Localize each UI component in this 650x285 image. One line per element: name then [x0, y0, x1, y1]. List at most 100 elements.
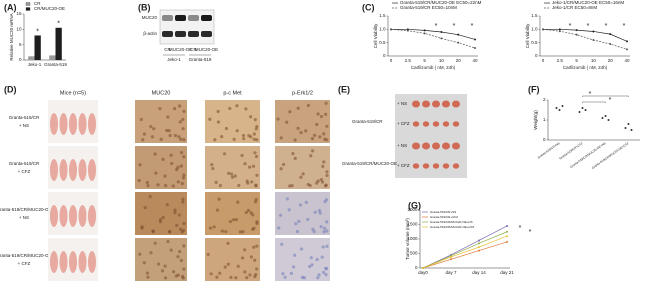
cell — [244, 210, 248, 215]
y-tick-label: 0 — [383, 53, 386, 58]
cell — [151, 229, 155, 234]
cell — [315, 181, 319, 185]
cell — [182, 109, 186, 113]
annotation: * — [529, 229, 532, 236]
mouse — [88, 251, 96, 273]
point — [609, 43, 612, 45]
cell — [176, 165, 180, 169]
cell — [177, 213, 181, 217]
tumor-row: + CFZ — [397, 163, 410, 168]
cell — [242, 137, 246, 141]
cell — [179, 164, 183, 168]
point — [592, 39, 595, 41]
cell — [177, 135, 181, 139]
cell — [319, 114, 324, 119]
point — [506, 235, 508, 238]
cell — [146, 184, 150, 188]
line — [543, 28, 628, 42]
tumor — [432, 121, 440, 127]
y-tick-label: 15 — [16, 11, 22, 16]
cell — [321, 270, 326, 274]
cell — [218, 271, 222, 275]
mouse — [69, 159, 77, 181]
cell — [322, 132, 326, 136]
tumor — [442, 100, 450, 108]
cell — [289, 271, 294, 275]
cell — [158, 107, 162, 111]
cell — [146, 275, 150, 279]
cell — [241, 229, 245, 234]
cell — [296, 126, 300, 130]
point — [450, 255, 452, 258]
cell — [285, 120, 289, 124]
mouse — [59, 205, 68, 227]
y-tick-label: 0 — [19, 57, 22, 62]
y-tick-label: 2 — [543, 97, 546, 102]
cell — [231, 218, 236, 222]
cell — [249, 115, 253, 119]
point — [626, 40, 628, 43]
cell — [222, 152, 227, 156]
y-tick-label: 2000 — [407, 207, 418, 212]
annotation: * — [587, 23, 590, 30]
x-tick-label: 0 — [390, 58, 393, 63]
cell — [287, 208, 291, 212]
cell — [254, 184, 258, 188]
mouse — [78, 113, 87, 135]
cell — [226, 241, 230, 245]
legend-label: Granta-519/CR+CFZ — [430, 215, 458, 219]
cell — [325, 229, 329, 233]
mouse — [59, 113, 68, 135]
cell — [322, 226, 327, 230]
bracket — [582, 95, 629, 97]
legend-label: Jeko-1/CR EC50=8nM — [552, 5, 597, 10]
cell — [310, 137, 315, 141]
cell — [290, 184, 294, 188]
cell — [145, 180, 149, 185]
point — [627, 123, 630, 125]
mouse — [50, 251, 58, 273]
y-tick-label: 500 — [410, 251, 418, 256]
cell — [237, 183, 241, 188]
cell — [248, 273, 252, 277]
point — [478, 246, 480, 249]
tumor — [412, 142, 420, 150]
x-tick-label: 5 — [575, 58, 578, 63]
bar — [34, 35, 41, 60]
cell — [160, 269, 165, 273]
mouse — [88, 113, 96, 135]
cell — [245, 276, 249, 280]
cell — [325, 220, 329, 224]
line — [422, 241, 508, 269]
point — [561, 105, 564, 107]
cell — [244, 107, 248, 111]
column-header: p-Erk1/2 — [292, 90, 313, 96]
bar — [49, 55, 56, 60]
point — [624, 127, 627, 129]
cell — [169, 248, 173, 252]
y-tick-label: 1 — [543, 117, 546, 122]
y-tick-label: 10 — [16, 27, 22, 32]
cell — [170, 161, 174, 166]
tumor — [452, 121, 460, 127]
cell — [173, 211, 177, 215]
line — [391, 28, 476, 40]
point — [558, 28, 561, 31]
panel-label: (G) — [408, 200, 421, 210]
point — [581, 107, 584, 109]
tumor — [442, 121, 450, 127]
cell — [209, 272, 213, 276]
line — [422, 231, 508, 269]
cell — [149, 251, 153, 255]
mouse — [50, 159, 58, 181]
cell — [235, 129, 239, 133]
blot-band — [188, 15, 199, 21]
x-tick-label: Granta-519/CR+NS — [537, 141, 561, 159]
point — [626, 48, 628, 51]
point — [423, 29, 426, 32]
panel-label: (B) — [138, 2, 151, 12]
cell — [309, 256, 313, 260]
tumor — [422, 100, 430, 108]
cell — [139, 117, 143, 122]
